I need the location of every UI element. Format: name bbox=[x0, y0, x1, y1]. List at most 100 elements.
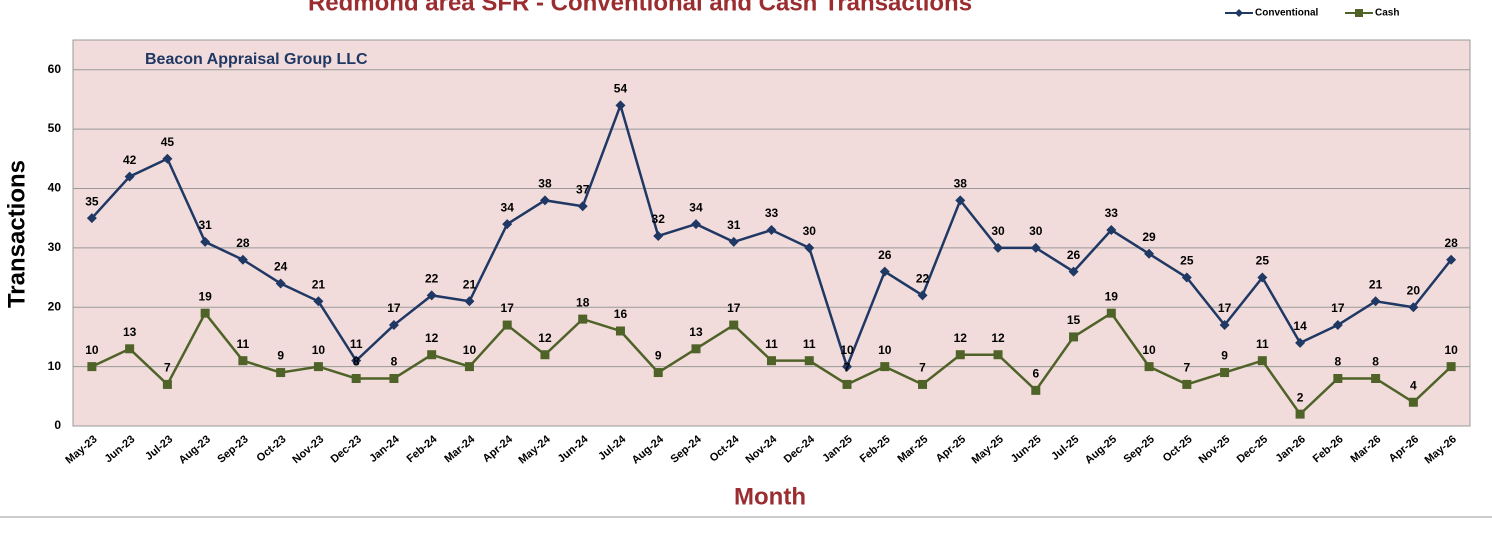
point bbox=[615, 326, 625, 336]
x-tick-label: Apr-25 bbox=[934, 433, 968, 465]
point bbox=[653, 368, 663, 378]
data-label: 54 bbox=[614, 81, 628, 95]
point bbox=[1106, 225, 1117, 236]
point bbox=[1332, 320, 1343, 331]
point bbox=[1446, 254, 1457, 265]
x-tick-label: Jan-25 bbox=[820, 433, 854, 465]
data-label: 20 bbox=[1407, 283, 1421, 297]
point bbox=[691, 344, 701, 354]
data-label: 10 bbox=[1444, 343, 1458, 357]
point bbox=[427, 350, 437, 360]
data-label: 14 bbox=[1293, 319, 1307, 333]
point bbox=[86, 213, 97, 224]
point bbox=[728, 236, 739, 247]
point bbox=[313, 362, 323, 372]
point bbox=[880, 362, 890, 372]
x-tick-label: Jul-24 bbox=[596, 433, 629, 463]
x-tick-label: Sep-25 bbox=[1122, 433, 1157, 465]
point bbox=[1182, 379, 1192, 389]
data-label: 2 bbox=[1297, 390, 1304, 404]
x-tick-label: Apr-26 bbox=[1387, 433, 1421, 465]
point bbox=[1408, 302, 1419, 313]
point bbox=[313, 296, 324, 307]
data-label: 28 bbox=[1444, 236, 1458, 250]
point bbox=[539, 195, 550, 206]
point bbox=[729, 320, 739, 330]
data-label: 7 bbox=[1183, 361, 1190, 375]
x-tick-label: Feb-24 bbox=[405, 433, 441, 466]
data-label: 17 bbox=[501, 301, 515, 315]
data-label: 9 bbox=[277, 349, 284, 363]
legend-marker bbox=[1355, 9, 1363, 17]
x-tick-label: Dec-23 bbox=[329, 433, 364, 465]
data-label: 19 bbox=[1105, 289, 1119, 303]
data-label: 38 bbox=[954, 177, 968, 191]
x-tick-label: Jul-23 bbox=[143, 433, 175, 463]
data-label: 9 bbox=[1221, 349, 1228, 363]
point bbox=[464, 362, 474, 372]
point bbox=[389, 373, 399, 383]
data-label: 10 bbox=[85, 343, 99, 357]
point bbox=[502, 219, 513, 230]
data-label: 9 bbox=[655, 349, 662, 363]
point bbox=[1031, 385, 1041, 395]
x-tick-label: Jun-23 bbox=[103, 433, 138, 465]
y-tick-label: 50 bbox=[48, 121, 62, 135]
data-label: 30 bbox=[1029, 224, 1043, 238]
data-label: 31 bbox=[727, 218, 741, 232]
chart-title: Redmond area SFR - Conventional and Cash… bbox=[308, 0, 972, 16]
data-label: 22 bbox=[916, 272, 930, 286]
data-label: 11 bbox=[350, 337, 363, 351]
data-label: 11 bbox=[237, 337, 250, 351]
point bbox=[653, 230, 664, 241]
data-label: 12 bbox=[425, 331, 439, 345]
y-tick-label: 40 bbox=[48, 181, 62, 195]
data-label: 16 bbox=[614, 307, 628, 321]
x-tick-label: Dec-24 bbox=[782, 433, 818, 466]
y-tick-label: 30 bbox=[48, 240, 62, 254]
x-tick-label: Mar-26 bbox=[1349, 433, 1384, 465]
point bbox=[1257, 356, 1267, 366]
point bbox=[1371, 373, 1381, 383]
x-tick-label: Jan-26 bbox=[1273, 433, 1307, 465]
data-label: 6 bbox=[1032, 367, 1039, 381]
x-tick-label: Jun-24 bbox=[556, 433, 592, 466]
point bbox=[917, 290, 928, 301]
x-tick-label: Oct-24 bbox=[708, 433, 743, 465]
point bbox=[577, 201, 588, 212]
point bbox=[276, 368, 286, 378]
data-label: 4 bbox=[1410, 378, 1417, 392]
data-label: 10 bbox=[312, 343, 326, 357]
data-label: 12 bbox=[538, 331, 552, 345]
x-axis-label: Month bbox=[734, 483, 806, 510]
point bbox=[124, 171, 135, 182]
y-axis-label: Transactions bbox=[3, 160, 30, 308]
data-label: 8 bbox=[1372, 355, 1379, 369]
data-label: 34 bbox=[689, 200, 703, 214]
point bbox=[1106, 308, 1116, 318]
point bbox=[615, 100, 626, 111]
point bbox=[1370, 296, 1381, 307]
point bbox=[804, 242, 815, 253]
point bbox=[1068, 266, 1079, 277]
data-label: 42 bbox=[123, 153, 137, 167]
x-tick-label: Apr-24 bbox=[481, 433, 516, 465]
data-label: 37 bbox=[576, 182, 590, 196]
data-label: 25 bbox=[1256, 254, 1270, 268]
point bbox=[1295, 337, 1306, 348]
data-label: 30 bbox=[991, 224, 1005, 238]
point bbox=[842, 361, 853, 372]
data-label: 33 bbox=[1105, 206, 1119, 220]
data-label: 11 bbox=[803, 337, 816, 351]
point bbox=[426, 290, 437, 301]
point bbox=[766, 225, 777, 236]
point bbox=[1181, 272, 1192, 283]
x-tick-label: Feb-25 bbox=[858, 433, 893, 465]
x-tick-label: Nov-25 bbox=[1197, 433, 1233, 466]
y-tick-label: 20 bbox=[48, 299, 62, 313]
x-tick-label: May-25 bbox=[970, 433, 1006, 466]
point bbox=[87, 362, 97, 372]
point bbox=[1219, 320, 1230, 331]
point bbox=[993, 350, 1003, 360]
